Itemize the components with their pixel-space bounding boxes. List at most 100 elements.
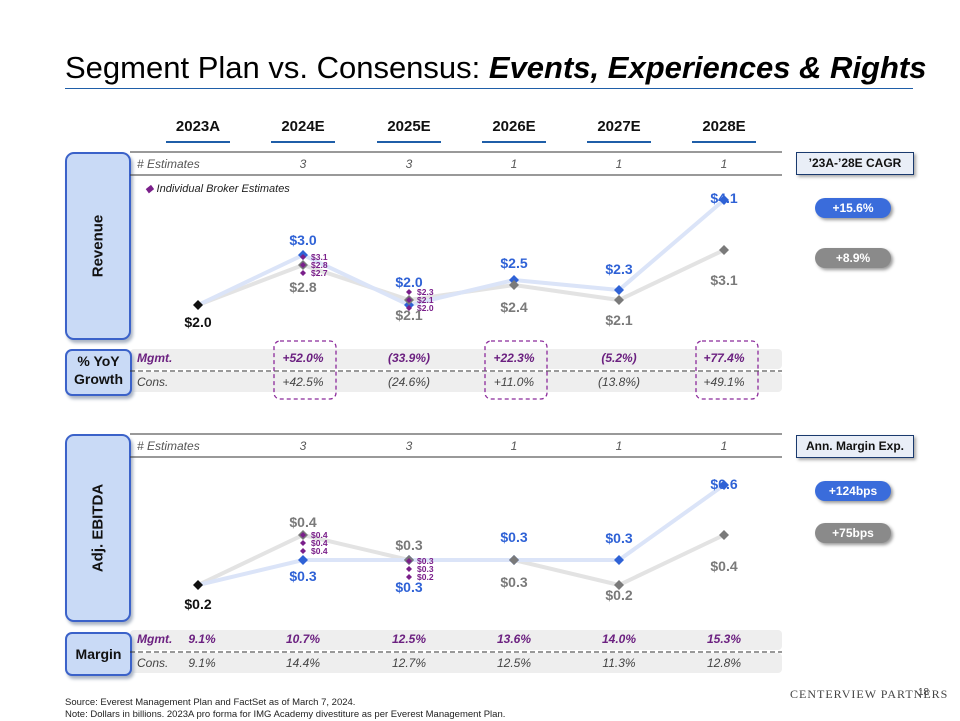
footer-note: Note: Dollars in billions. 2023A pro for… (65, 709, 506, 720)
title-rule (65, 88, 913, 89)
broker-estimate-label: $0.3 (417, 564, 434, 574)
cons-point (509, 555, 519, 565)
growth-row-tab: % YoY Growth (65, 349, 132, 396)
cons-value-label: $0.3 (500, 574, 527, 590)
highlight-2024e (273, 340, 337, 400)
cons-value-label: $0.4 (289, 514, 316, 530)
broker-estimate-label: $2.0 (417, 303, 434, 313)
margin-cons-cell: 9.1% (188, 656, 216, 670)
broker-estimate-point (406, 305, 412, 311)
year-header-2024e: 2024E (281, 118, 325, 135)
year-underline (692, 141, 756, 143)
mgmt-point (614, 285, 624, 295)
broker-estimate-point (300, 262, 306, 268)
ebitda-mgmt-margin-badge: +124bps (815, 481, 891, 501)
mgmt-point (719, 195, 729, 205)
base-year-point (193, 300, 203, 310)
year-header-2023a: 2023A (175, 118, 221, 135)
mgmt-series-line (197, 483, 726, 587)
ebitda-estimate-count: 1 (615, 439, 623, 453)
ebitda-estimate-count: 3 (405, 439, 413, 453)
margin-row-tab: Margin (65, 632, 132, 676)
growth-cons-cell: (13.8%) (597, 375, 641, 389)
growth-cons-cell: +49.1% (703, 375, 745, 389)
year-header-2027e: 2027E (597, 118, 641, 135)
base-year-label: $2.0 (184, 314, 211, 330)
broker-estimate-label: $0.2 (417, 572, 434, 582)
cons-point (719, 530, 729, 540)
cons-value-label: $0.2 (605, 587, 632, 603)
broker-estimate-point (300, 270, 306, 276)
margin-cons-cell: 14.4% (285, 656, 321, 670)
growth-mgmt-cell: +77.4% (703, 351, 745, 365)
growth-label-line1: % YoY (77, 353, 120, 369)
margin-cons-label: Cons. (137, 656, 169, 670)
mgmt-value-label: $2.5 (500, 255, 527, 271)
revenue-estimate-count: 1 (720, 157, 728, 171)
revenue-cons-cagr-badge: +8.9% (815, 248, 891, 268)
base-year-label: $0.2 (184, 596, 211, 612)
year-underline (482, 141, 546, 143)
year-header-2028e: 2028E (702, 118, 746, 135)
revenue-estimate-count: 3 (405, 157, 413, 171)
cons-value-label: $0.4 (710, 558, 737, 574)
year-underline (166, 141, 230, 143)
margin-mgmt-label: Mgmt. (137, 632, 173, 646)
revenue-section-tab: Revenue (65, 152, 131, 340)
page-title: Segment Plan vs. Consensus: Events, Expe… (65, 50, 927, 86)
revenue-estimate-count: 1 (615, 157, 623, 171)
margin-mgmt-cell: 9.1% (188, 632, 216, 646)
growth-label-line2: Growth (74, 371, 123, 387)
ebitda-estimate-count: 3 (299, 439, 307, 453)
cons-series-line (197, 248, 725, 307)
company-logo: CENTERVIEW PARTNERS (790, 687, 949, 701)
broker-estimate-point (406, 558, 412, 564)
revenue-mgmt-cagr-badge: +15.6% (815, 198, 891, 218)
mgmt-series-line (197, 198, 726, 308)
growth-cons-label: Cons. (137, 375, 169, 389)
growth-cons-cell: +42.5% (282, 375, 324, 389)
margin-cons-band (130, 653, 782, 673)
margin-cons-cell: 12.7% (391, 656, 427, 670)
mgmt-value-label: $0.3 (289, 568, 316, 584)
broker-estimate-label: $2.1 (417, 295, 434, 305)
growth-mgmt-label: Mgmt. (137, 351, 173, 365)
footer-notes: Source: Everest Management Plan and Fact… (65, 697, 505, 721)
cons-value-label: $2.1 (605, 312, 632, 328)
title-main: Segment Plan vs. Consensus: (65, 50, 489, 85)
broker-estimate-point (300, 548, 306, 554)
revenue-estimate-count: 1 (510, 157, 518, 171)
cons-point (719, 245, 729, 255)
year-underline (587, 141, 651, 143)
year-underline (271, 141, 335, 143)
growth-mgmt-cell: (33.9%) (387, 351, 431, 365)
margin-cons-cell: 12.8% (706, 656, 742, 670)
mgmt-value-label: $0.6 (710, 476, 737, 492)
title-emphasis: Events, Experiences & Rights (488, 50, 927, 85)
year-header-2026e: 2026E (492, 118, 536, 135)
cons-point (614, 580, 624, 590)
footer-source: Source: Everest Management Plan and Fact… (65, 697, 356, 708)
mgmt-value-label: $0.3 (605, 530, 632, 546)
mgmt-value-label: $2.0 (395, 274, 422, 290)
year-header-2025e: 2025E (387, 118, 431, 135)
broker-estimate-label: $0.4 (311, 538, 328, 548)
growth-cons-band (130, 372, 782, 392)
margin-mgmt-cell: 12.5% (391, 632, 427, 646)
revenue-cagr-header: ’23A-’28E CAGR (796, 152, 914, 175)
margin-mgmt-cell: 14.0% (601, 632, 637, 646)
broker-estimate-point (300, 532, 306, 538)
year-underline (377, 141, 441, 143)
growth-mgmt-band (130, 349, 782, 369)
broker-estimate-point (300, 540, 306, 546)
margin-cons-cell: 11.3% (602, 656, 636, 670)
margin-mgmt-band (130, 630, 782, 650)
broker-estimate-point (406, 574, 412, 580)
ebitda-chart: $0.4$0.4$0.4$0.3$0.3$0.2$0.2$0.3$0.3$0.3… (184, 476, 737, 612)
broker-estimate-label: $2.8 (311, 260, 328, 270)
broker-estimate-point (300, 254, 306, 260)
broker-estimate-point (406, 297, 412, 303)
revenue-estimates-label: # Estimates (137, 157, 200, 171)
diamond-icon: ◆ (145, 183, 154, 195)
